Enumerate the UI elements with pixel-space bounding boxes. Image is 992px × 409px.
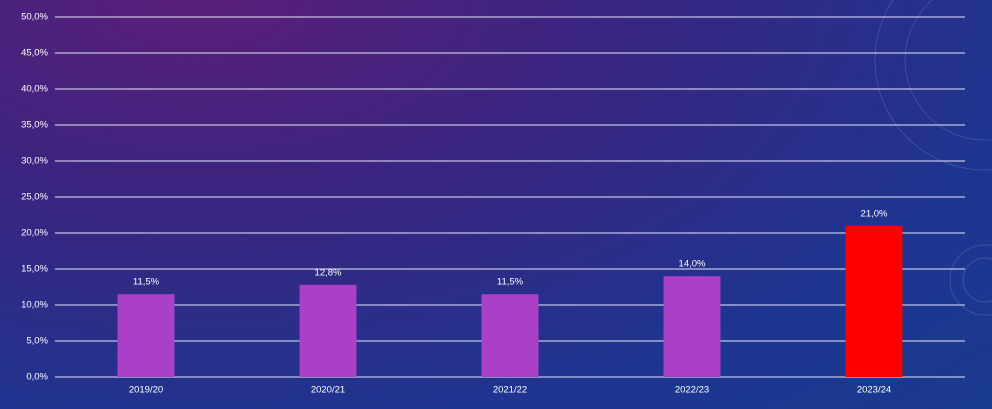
value-label: 11,5% xyxy=(497,277,524,288)
decoration xyxy=(874,0,992,316)
x-tick-label: 2021/22 xyxy=(493,385,527,396)
bar xyxy=(299,284,357,377)
y-tick-label: 40,0% xyxy=(21,84,48,95)
y-tick-label: 20,0% xyxy=(21,228,48,239)
x-tick-label: 2022/23 xyxy=(675,385,709,396)
value-label: 11,5% xyxy=(133,277,160,288)
value-label: 14,0% xyxy=(679,259,706,270)
bar xyxy=(481,294,539,377)
y-tick-label: 45,0% xyxy=(21,48,48,59)
value-label: 12,8% xyxy=(315,267,342,278)
y-tick-label: 35,0% xyxy=(21,120,48,131)
y-tick-label: 0,0% xyxy=(26,372,48,383)
y-tick-label: 10,0% xyxy=(21,300,48,311)
y-tick-label: 50,0% xyxy=(21,12,48,23)
x-tick-label: 2019/20 xyxy=(129,385,163,396)
y-tick-label: 30,0% xyxy=(21,156,48,167)
bar xyxy=(663,276,721,377)
y-tick-label: 25,0% xyxy=(21,192,48,203)
bar xyxy=(845,225,903,377)
value-label: 21,0% xyxy=(861,208,888,219)
y-tick-label: 15,0% xyxy=(21,264,48,275)
bar xyxy=(117,294,175,377)
x-tick-label: 2020/21 xyxy=(311,385,345,396)
x-tick-label: 2023/24 xyxy=(857,385,891,396)
y-tick-label: 5,0% xyxy=(26,336,48,347)
